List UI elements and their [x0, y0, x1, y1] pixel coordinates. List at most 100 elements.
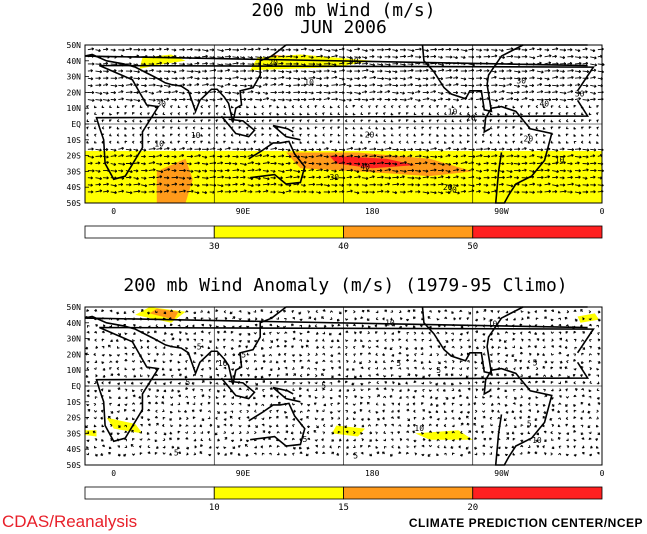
- colorbar-tick-label: 20: [467, 503, 478, 510]
- lon-label: 90W: [494, 469, 509, 478]
- contour-label: 20: [268, 59, 278, 68]
- coastline: [220, 115, 256, 138]
- panel1-title-line2: JUN 2006: [300, 17, 387, 38]
- contour-label: 20: [466, 113, 476, 122]
- shaded-region: [332, 425, 366, 437]
- contour-label: 5: [527, 419, 532, 428]
- lat-label: 50N: [67, 41, 82, 50]
- colorbar-segment: [84, 486, 215, 500]
- contour-label: 5: [436, 366, 441, 375]
- panel1-title-line1: 200 mb Wind (m/s): [251, 0, 436, 21]
- lat-label: 40S: [67, 445, 82, 454]
- colorbar-segment: [343, 486, 474, 500]
- lat-label: 40N: [67, 57, 82, 66]
- lon-label: 0: [600, 207, 605, 216]
- coastline: [220, 377, 256, 400]
- contour-label: 20: [524, 135, 534, 144]
- coastline: [95, 326, 595, 443]
- coastline: [248, 140, 306, 185]
- shaded-region: [577, 313, 600, 323]
- lat-label: 30N: [67, 73, 82, 82]
- contour-label: 30: [575, 90, 585, 99]
- contour-label: 20: [443, 183, 453, 192]
- shaded-region: [329, 155, 416, 169]
- lat-label: 20S: [67, 152, 82, 161]
- contour-label: 30: [516, 77, 526, 86]
- colorbar-segment: [213, 225, 344, 239]
- colorbar-segment: [343, 225, 474, 239]
- lon-label: 90E: [236, 207, 251, 216]
- contour-label: 10: [304, 78, 314, 87]
- contour-label: 5: [396, 359, 401, 368]
- lat-label: 10S: [67, 136, 82, 145]
- colorbar-tick-label: 15: [338, 503, 349, 510]
- colorbar-tick-label: 50: [467, 242, 478, 252]
- contour-label: 5: [174, 449, 179, 458]
- lon-label: 90W: [494, 207, 509, 216]
- contour-label: 10: [488, 319, 498, 328]
- lat-label: 40N: [67, 319, 82, 328]
- coastline: [248, 402, 306, 447]
- colorbar-segment: [472, 225, 603, 239]
- lat-label: EQ: [71, 120, 81, 129]
- contour-label: 30: [329, 173, 339, 182]
- contour-label: 5: [533, 358, 538, 367]
- lat-label: 30S: [67, 167, 82, 176]
- contour-label: 40: [360, 163, 370, 172]
- contour-label: 5: [353, 451, 358, 460]
- colorbar-segment: [84, 225, 215, 239]
- contour-label: 5: [197, 343, 202, 352]
- lon-label: 0: [111, 207, 116, 216]
- contour-label: 40: [349, 56, 359, 65]
- contour-label: 5: [241, 350, 246, 359]
- contour-label: 5: [303, 435, 308, 444]
- contour-label: 10: [191, 131, 201, 140]
- contour-label: 10: [218, 359, 228, 368]
- lon-label: 0: [600, 469, 605, 478]
- shaded-region: [106, 417, 143, 434]
- shaded-region: [415, 430, 473, 440]
- lat-label: 50N: [67, 303, 82, 312]
- panel1-wind-map: 50N 40N 30N 20N 10N EQ 10S 20S 30S 40S 50S 0 90E 180 9…: [67, 41, 605, 252]
- contour-label: 10: [555, 155, 565, 164]
- coastline: [421, 306, 524, 375]
- contour-label: 10: [448, 108, 458, 117]
- colorbar-tick-label: 40: [338, 242, 349, 252]
- coastline: [95, 64, 595, 181]
- coastline: [421, 44, 524, 113]
- lat-label: 30N: [67, 335, 82, 344]
- contour-label: 20: [365, 130, 375, 139]
- lat-label: EQ: [71, 382, 81, 391]
- lat-label: 10S: [67, 398, 82, 407]
- lat-label: 40S: [67, 183, 82, 192]
- lat-label: 50S: [67, 461, 82, 470]
- lon-label: 0: [111, 469, 116, 478]
- coastline: [272, 386, 301, 403]
- contour-label: 10: [154, 140, 164, 149]
- colorbar-segment: [213, 486, 344, 500]
- contour-label: 10: [532, 436, 542, 445]
- footer-credit: CLIMATE PREDICTION CENTER/NCEP: [408, 516, 643, 530]
- lon-label: 90E: [236, 469, 251, 478]
- lat-label: 50S: [67, 199, 82, 208]
- contour-label: 40: [539, 99, 549, 108]
- coastline: [84, 44, 588, 123]
- contour-label: 10: [414, 424, 424, 433]
- lat-label: 20N: [67, 350, 82, 359]
- coastline: [272, 124, 301, 141]
- coastline: [483, 105, 553, 204]
- contour-label: 30: [156, 100, 166, 109]
- coastline: [84, 306, 588, 385]
- footer-source: CDAS/Reanalysis: [2, 512, 138, 531]
- contour-label: 10: [385, 319, 395, 328]
- lat-label: 20N: [67, 88, 82, 97]
- contour-label: 30: [447, 185, 457, 194]
- panel2-title: 200 mb Wind Anomaly (m/s) (1979-95 Climo…: [123, 275, 568, 296]
- lon-label: 180: [365, 207, 380, 216]
- lat-label: 20S: [67, 414, 82, 423]
- colorbar-segment: [472, 486, 603, 500]
- lat-label: 10N: [67, 366, 82, 375]
- colorbar-tick-label: 10: [209, 503, 220, 510]
- panel2-anomaly-map: 50N 40N 30N 20N 10N EQ 10S 20S 30S 40S 50S 0 90E 180 9…: [67, 303, 605, 510]
- coastline: [483, 367, 553, 466]
